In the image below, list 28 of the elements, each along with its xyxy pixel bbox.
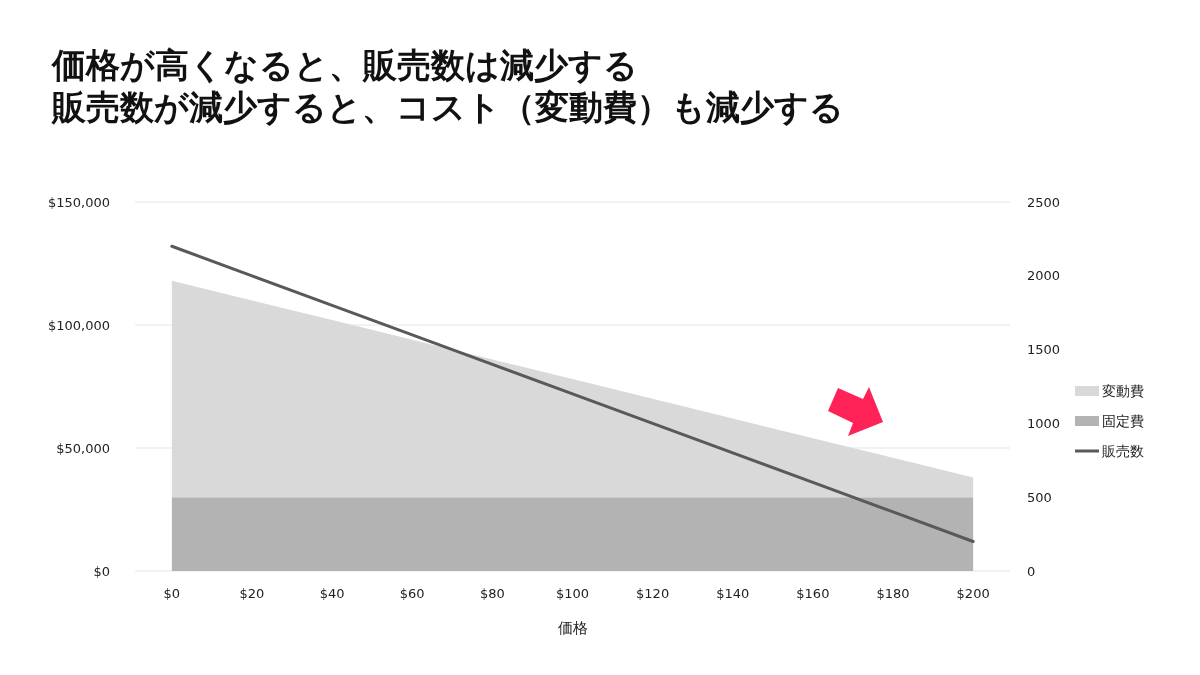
x-tick-label: $80 (479, 586, 505, 601)
y2-tick-label: 1500 (1027, 342, 1061, 358)
y-tick-label: $100,000 (47, 317, 110, 333)
legend-label: 変動費 (1102, 382, 1144, 399)
x-tick-label: $160 (796, 586, 830, 601)
line-series (170, 244, 975, 543)
legend-label: 固定費 (1102, 412, 1144, 429)
y2-tick-label: 2500 (1027, 194, 1061, 210)
y-tick-label: $150,000 (47, 194, 110, 210)
x-tick-label: $140 (716, 586, 750, 601)
x-tick-label: $40 (319, 586, 345, 601)
x-axis-title: 価格 (557, 619, 588, 637)
x-tick-label: $100 (555, 586, 590, 601)
x-tick-label: $0 (163, 586, 181, 601)
x-tick-label: $60 (399, 586, 425, 601)
chart-subtitle: 販売数が減少すると、コスト（変動費）も減少する (51, 87, 844, 127)
x-tick-label: $200 (956, 586, 990, 601)
chart-title: 価格が高くなると、販売数は減少する (51, 45, 638, 85)
x-tick-label: $120 (636, 586, 670, 601)
y-tick-label: $50,000 (56, 440, 110, 456)
x-tick-label: $180 (876, 586, 910, 601)
y2-tick-label: 500 (1027, 489, 1052, 505)
y2-tick-label: 0 (1027, 563, 1036, 579)
y2-tick-label: 2000 (1027, 268, 1061, 284)
x-tick-label: $20 (239, 586, 265, 601)
y-tick-label: $0 (93, 563, 110, 579)
legend-label: 販売数 (1102, 442, 1144, 459)
y2-tick-label: 1000 (1027, 415, 1061, 431)
